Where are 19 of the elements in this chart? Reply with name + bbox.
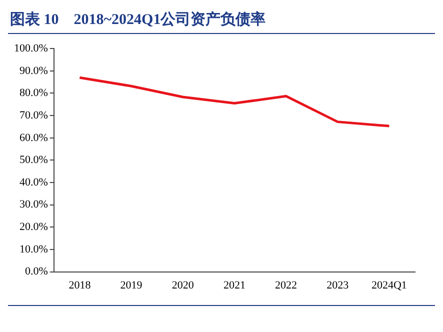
y-tick-label: 70.0% — [19, 109, 48, 122]
y-tick-label: 30.0% — [19, 198, 48, 211]
x-tick-label: 2020 — [172, 279, 194, 292]
x-tick-label: 2021 — [223, 279, 246, 292]
x-tick-label: 2019 — [120, 279, 143, 292]
x-tick-label: 2022 — [275, 279, 298, 292]
y-tick-label: 0.0% — [24, 266, 48, 278]
x-tick-label: 2024Q1 — [371, 279, 407, 292]
y-tick-label: 20.0% — [19, 221, 48, 234]
y-tick-label: 60.0% — [19, 132, 48, 144]
y-tick-label: 80.0% — [19, 87, 48, 100]
chart-title: 图表 10 2018~2024Q1公司资产负债率 — [8, 8, 435, 34]
x-tick-label: 2018 — [68, 279, 92, 292]
y-tick-label: 10.0% — [19, 243, 48, 256]
x-tick-label: 2023 — [326, 279, 350, 292]
y-tick-label: 50.0% — [19, 154, 48, 166]
y-tick-label: 100.0% — [14, 42, 48, 54]
y-tick-label: 40.0% — [19, 176, 48, 188]
y-tick-label: 90.0% — [19, 64, 48, 77]
